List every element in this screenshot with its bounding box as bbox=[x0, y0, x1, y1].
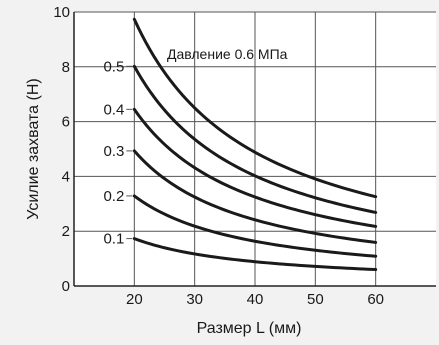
y-tick-label: 2 bbox=[62, 223, 70, 240]
y-tick-label: 0 bbox=[62, 278, 70, 295]
x-tick-label: 50 bbox=[307, 291, 324, 308]
chart-title: Давление 0.6 МПа bbox=[167, 46, 288, 62]
y-tick-label: 8 bbox=[62, 59, 70, 76]
x-tick-label: 40 bbox=[247, 291, 264, 308]
series-labels: 0.5 0.4 0.3 0.2 0.1 bbox=[103, 58, 133, 248]
series-label-0.5: 0.5 bbox=[103, 58, 124, 75]
series-line-0.5 bbox=[132, 64, 378, 214]
series-line-0.4 bbox=[132, 107, 378, 228]
tick-labels: 20 30 40 50 60 0 2 4 6 8 10 bbox=[53, 4, 384, 308]
x-tick-label: 30 bbox=[186, 291, 203, 308]
series-lines bbox=[132, 17, 378, 272]
series-line-0.2 bbox=[132, 194, 378, 258]
y-tick-label: 10 bbox=[53, 4, 70, 21]
y-tick-label: 4 bbox=[62, 168, 70, 185]
y-tick-label: 6 bbox=[62, 114, 70, 131]
series-line-0.6 bbox=[132, 17, 378, 199]
series-line-0.1 bbox=[132, 237, 378, 272]
series-label-0.4: 0.4 bbox=[103, 101, 124, 118]
series-line-0.3 bbox=[132, 149, 378, 244]
series-label-0.1: 0.1 bbox=[103, 231, 124, 248]
series-label-0.2: 0.2 bbox=[103, 188, 124, 205]
x-tick-label: 60 bbox=[367, 291, 384, 308]
y-axis-label: Усилие захвата (Н) bbox=[25, 78, 42, 219]
x-tick-label: 20 bbox=[126, 291, 143, 308]
x-axis-label: Размер L (мм) bbox=[197, 320, 302, 337]
axes bbox=[73, 12, 436, 287]
series-label-0.3: 0.3 bbox=[103, 143, 124, 160]
